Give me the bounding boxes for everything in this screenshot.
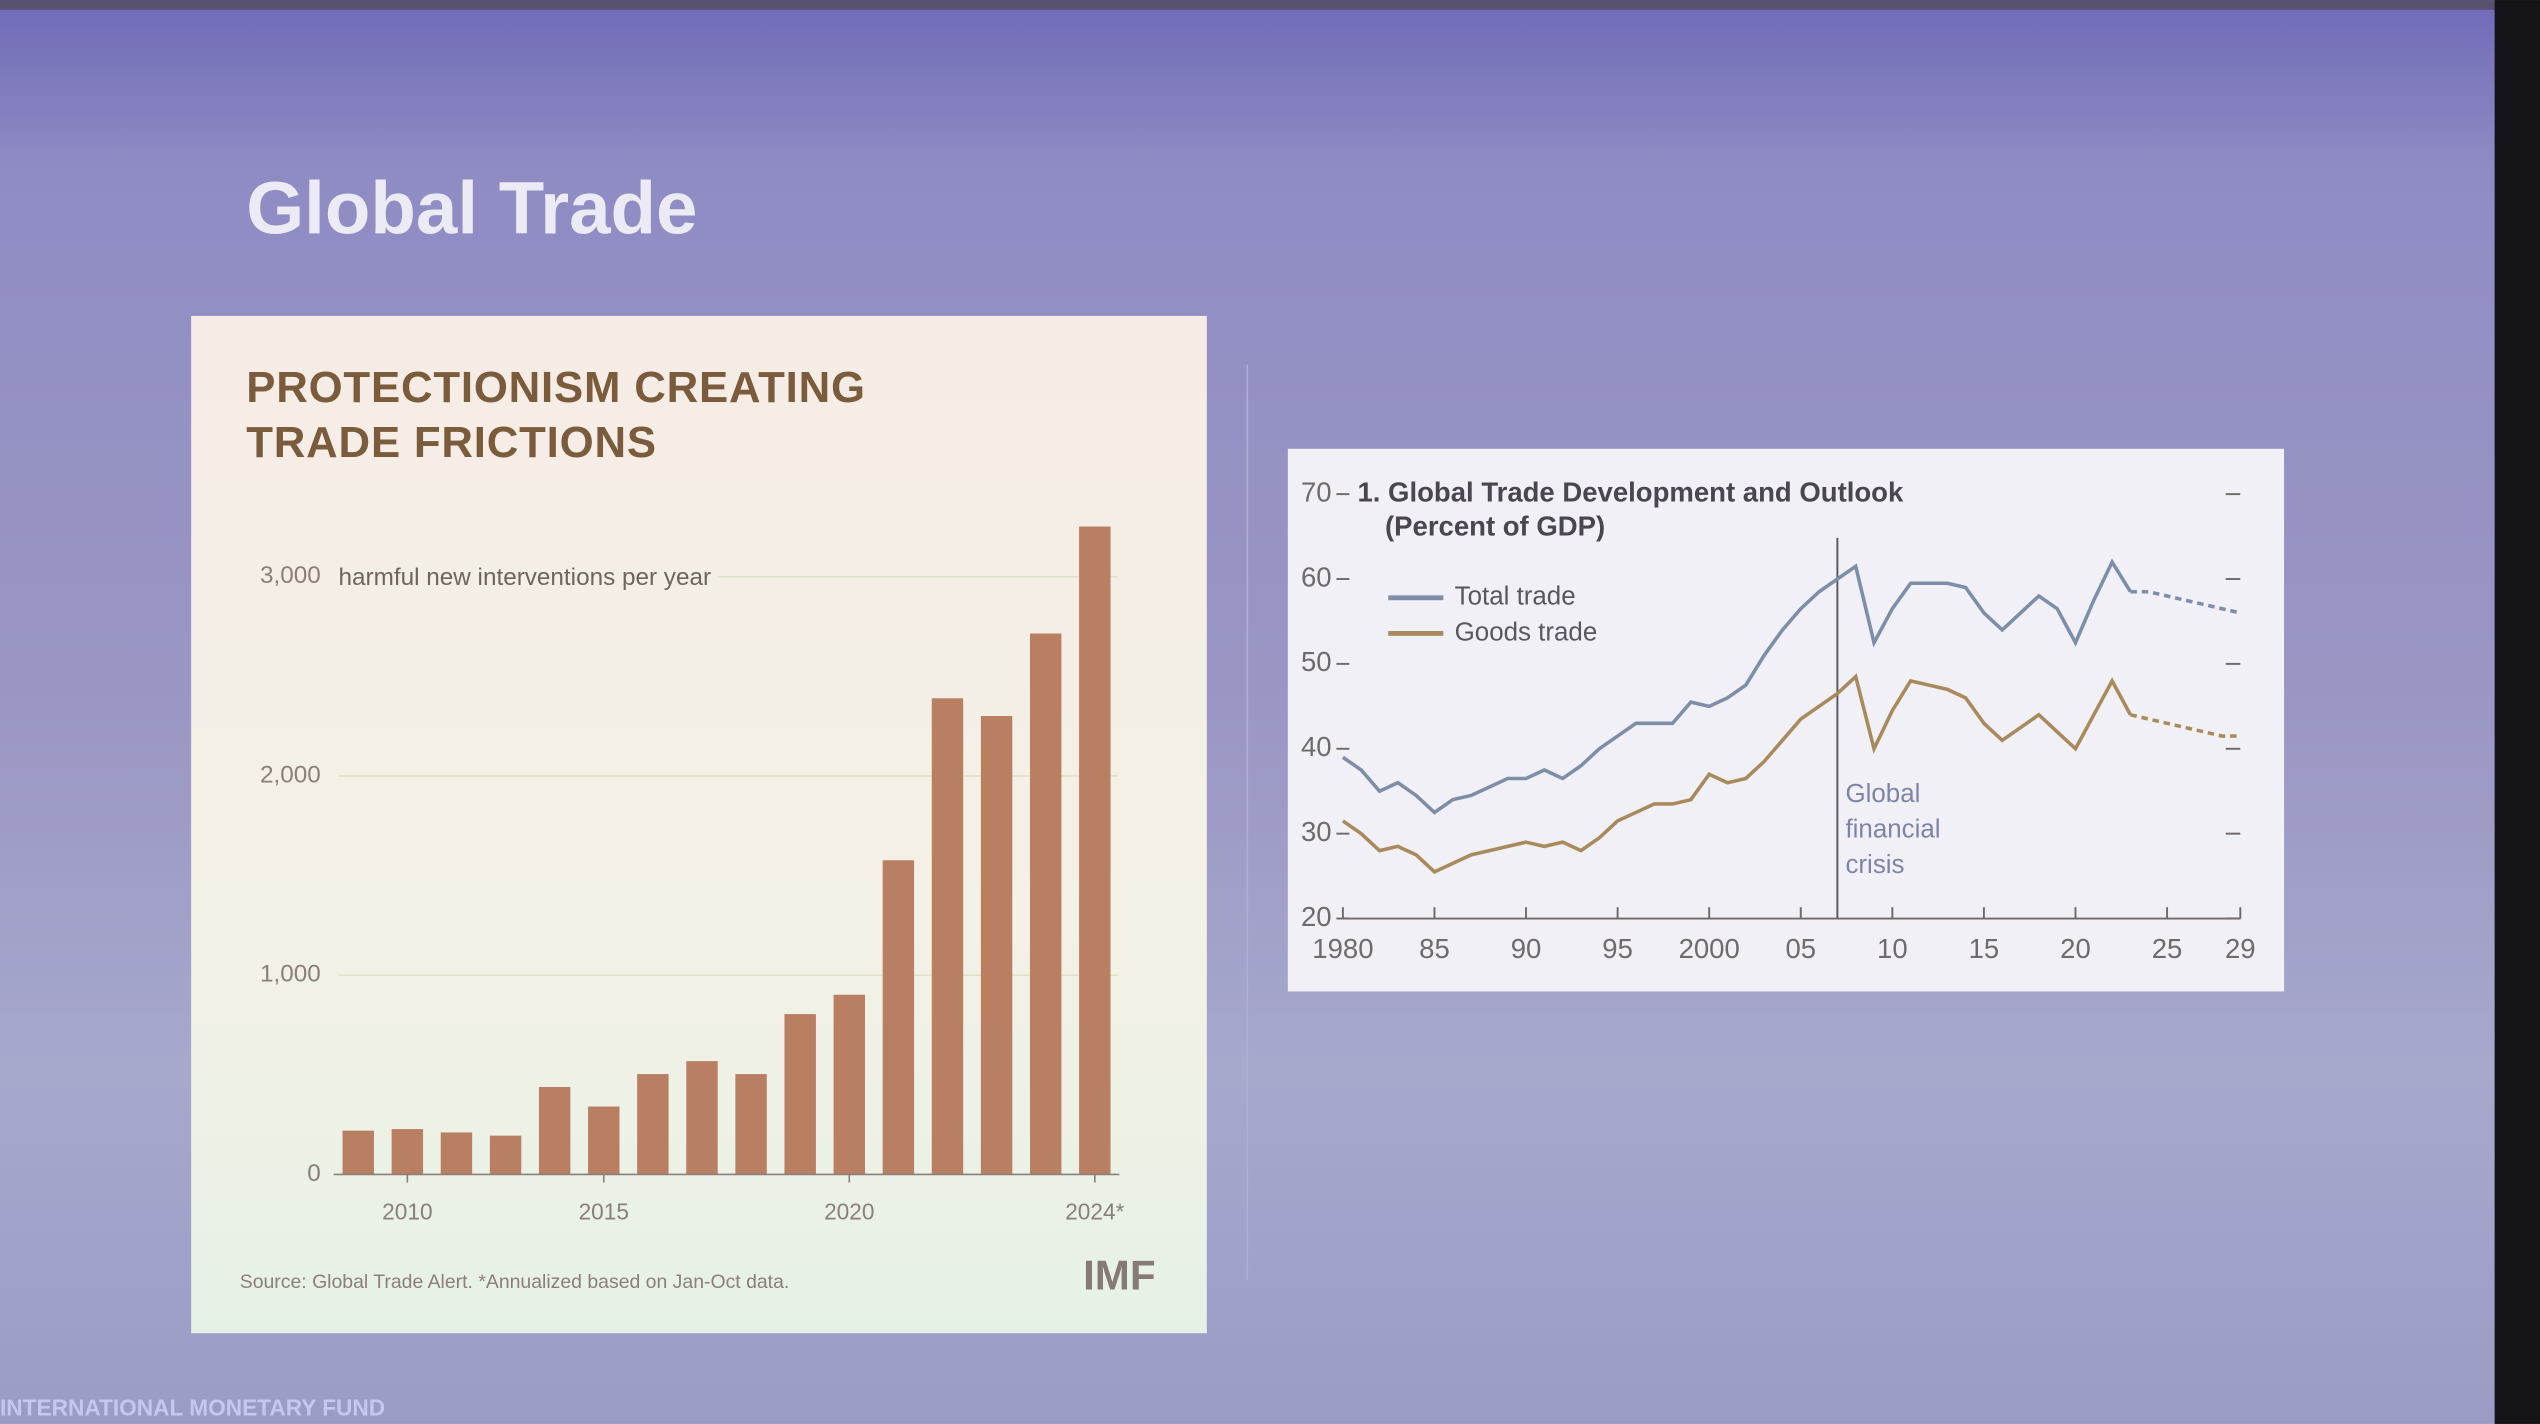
legend-label: Total trade bbox=[1455, 583, 1576, 611]
x-tick-label: 25 bbox=[2152, 933, 2183, 964]
x-tick-label: 10 bbox=[1877, 933, 1908, 964]
y-tick-label: 1,000 bbox=[260, 961, 321, 988]
series-line bbox=[2130, 589, 2241, 615]
bar bbox=[391, 1129, 424, 1175]
slide-title: Global Trade bbox=[246, 167, 697, 250]
y-tick-label: 40 bbox=[1301, 731, 1332, 762]
bar bbox=[931, 698, 964, 1175]
x-tick-label: 90 bbox=[1511, 933, 1542, 964]
bar bbox=[980, 716, 1013, 1175]
chart-subtitle: (Percent of GDP) bbox=[1385, 510, 1605, 541]
annotation: Global financial crisis bbox=[1845, 780, 1941, 880]
y-tick-label: 3,000 bbox=[260, 562, 321, 589]
x-tick-label: 20 bbox=[2060, 933, 2091, 964]
bar bbox=[735, 1074, 767, 1175]
x-tick-label: 1980 bbox=[1312, 933, 1373, 964]
series-line bbox=[1341, 673, 2132, 874]
bar bbox=[833, 994, 865, 1175]
series-line bbox=[2130, 713, 2241, 738]
y-tick-label: 70 bbox=[1301, 476, 1332, 507]
logo: IMF bbox=[1083, 1251, 1156, 1298]
source-note: Source: Global Trade Alert. *Annualized … bbox=[240, 1271, 790, 1293]
y-tick-label: 60 bbox=[1301, 561, 1332, 592]
series-line bbox=[1341, 558, 2132, 815]
bar bbox=[637, 1074, 669, 1175]
x-tick-label: 15 bbox=[1969, 933, 2000, 964]
bar bbox=[784, 1014, 816, 1175]
y-axis-label: harmful new interventions per year bbox=[339, 564, 712, 591]
x-tick-label: 2010 bbox=[382, 1198, 432, 1224]
x-tick-label: 85 bbox=[1419, 933, 1450, 964]
y-tick-label: 0 bbox=[307, 1160, 321, 1187]
bar bbox=[1029, 633, 1062, 1175]
chart-title: PROTECTIONISM CREATING TRADE FRICTIONS bbox=[246, 362, 866, 467]
annotation-box: Global financial crisis bbox=[1845, 780, 1941, 880]
right-card bbox=[1287, 448, 2285, 992]
bar bbox=[1079, 526, 1111, 1175]
x-tick-label: 2020 bbox=[824, 1198, 874, 1224]
x-tick-label: 2015 bbox=[579, 1198, 629, 1224]
footer: INTERNATIONAL MONETARY FUND bbox=[0, 1394, 385, 1420]
x-tick-label: 2024* bbox=[1065, 1198, 1124, 1224]
chart-title: 1. Global Trade Development and Outlook bbox=[1357, 476, 1904, 507]
x-tick-label: 29 bbox=[2225, 933, 2256, 964]
bar bbox=[342, 1130, 374, 1175]
y-tick-label: 50 bbox=[1301, 646, 1332, 677]
bar bbox=[686, 1061, 718, 1175]
top-edge bbox=[0, 0, 2540, 10]
y-tick-label: 20 bbox=[1301, 901, 1332, 932]
bar bbox=[440, 1132, 473, 1175]
chart-title-box: PROTECTIONISM CREATING TRADE FRICTIONS bbox=[246, 362, 866, 467]
x-tick-label: 05 bbox=[1785, 933, 1816, 964]
bar bbox=[538, 1087, 571, 1175]
bar bbox=[882, 860, 915, 1175]
bar bbox=[588, 1106, 620, 1175]
screen-edge bbox=[2494, 0, 2540, 1424]
y-tick-label: 30 bbox=[1301, 816, 1332, 847]
bar bbox=[489, 1135, 522, 1175]
x-tick-label: 2000 bbox=[1679, 933, 1740, 964]
x-tick-label: 95 bbox=[1602, 933, 1633, 964]
legend-label: Goods trade bbox=[1455, 618, 1598, 646]
y-tick-label: 2,000 bbox=[260, 761, 321, 788]
